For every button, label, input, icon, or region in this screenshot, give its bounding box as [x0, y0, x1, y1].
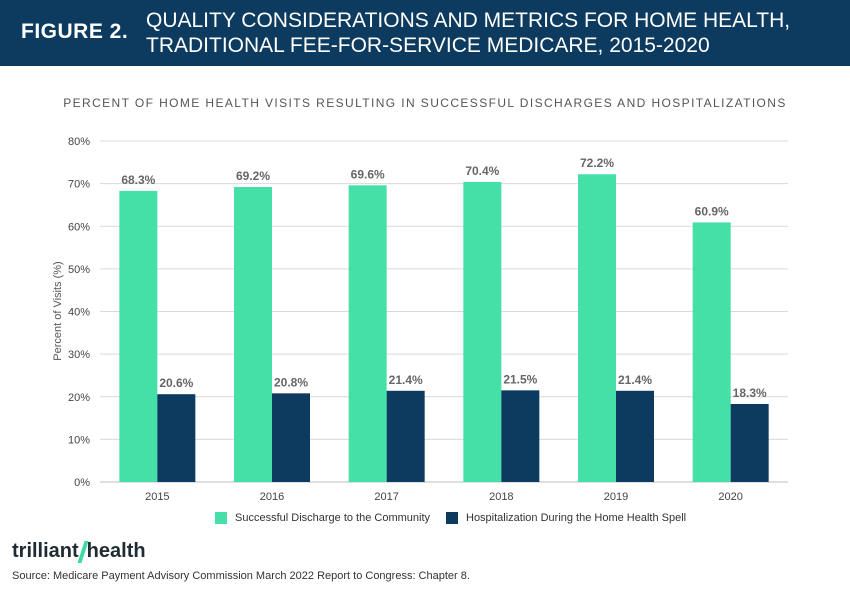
y-tick-label: 80% [68, 136, 90, 148]
figure-title-line1: QUALITY CONSIDERATIONS AND METRICS FOR H… [146, 9, 791, 32]
figure-title: QUALITY CONSIDERATIONS AND METRICS FOR H… [146, 8, 836, 58]
bar-discharge [348, 185, 387, 482]
data-label: 20.8% [274, 375, 308, 389]
bar-hospitalization [501, 390, 540, 482]
y-tick-label: 60% [68, 221, 90, 233]
figure-title-line2: TRADITIONAL FEE-FOR-SERVICE MEDICARE, 20… [146, 34, 710, 57]
bar-discharge [578, 174, 616, 482]
legend-swatch-discharge [215, 512, 227, 524]
bar-discharge [463, 181, 502, 483]
data-label: 18.3% [733, 386, 767, 400]
data-label: 21.4% [618, 373, 652, 387]
x-tick-label: 2015 [145, 491, 169, 503]
y-tick-label: 0% [74, 477, 90, 489]
y-tick-label: 30% [68, 349, 90, 361]
bar-discharge [692, 222, 731, 482]
figure-label: FIGURE 2. [21, 20, 129, 43]
legend-item-hospitalization: Hospitalization During the Home Health S… [446, 512, 686, 524]
bar-hospitalization [157, 394, 196, 482]
bar-hospitalization [730, 403, 769, 482]
chart-title: PERCENT OF HOME HEALTH VISITS RESULTING … [63, 96, 787, 110]
legend-label-discharge: Successful Discharge to the Community [235, 512, 431, 524]
data-label: 60.9% [695, 204, 729, 218]
legend-swatch-hospitalization [446, 512, 458, 524]
y-tick-label: 50% [68, 264, 90, 276]
data-label: 68.3% [121, 173, 155, 187]
y-axis-label: Percent of Visits (%) [52, 261, 64, 360]
x-tick-label: 2017 [374, 491, 398, 503]
legend-item-discharge: Successful Discharge to the Community [215, 512, 430, 524]
trilliant-health-logo: trilliant health [12, 540, 146, 563]
data-label: 69.2% [236, 169, 270, 183]
x-tick-label: 2020 [718, 491, 742, 503]
bar-discharge [234, 187, 272, 482]
data-label: 70.4% [465, 164, 499, 178]
y-tick-label: 40% [68, 307, 90, 319]
bar-hospitalization [616, 390, 654, 482]
data-label: 69.6% [351, 167, 385, 181]
x-tick-label: 2016 [260, 491, 284, 503]
figure-header: FIGURE 2. QUALITY CONSIDERATIONS AND MET… [0, 0, 850, 66]
data-label: 21.4% [389, 373, 423, 387]
y-tick-label: 70% [68, 179, 90, 191]
y-tick-label: 10% [68, 434, 90, 446]
legend-label-hospitalization: Hospitalization During the Home Health S… [466, 512, 687, 524]
bar-hospitalization [386, 390, 425, 482]
bar-hospitalization [272, 393, 310, 482]
logo-text-part2: health [86, 540, 146, 562]
data-label: 20.6% [159, 376, 193, 390]
x-tick-label: 2018 [489, 491, 513, 503]
x-tick-label: 2019 [604, 491, 628, 503]
bar-discharge [119, 190, 158, 482]
data-label: 21.5% [503, 372, 537, 386]
source-note: Source: Medicare Payment Advisory Commis… [12, 570, 470, 582]
y-tick-label: 20% [68, 392, 90, 404]
data-label: 72.2% [580, 156, 614, 170]
logo-text-part1: trilliant [12, 540, 79, 562]
